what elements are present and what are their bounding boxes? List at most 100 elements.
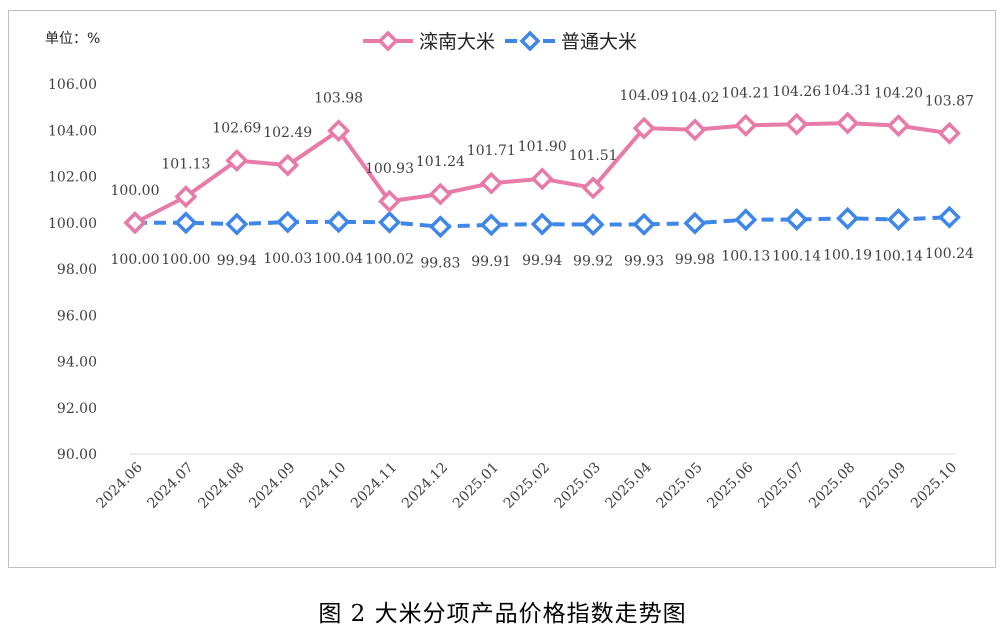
data-point-marker [887,114,910,138]
data-label: 99.83 [420,256,460,272]
y-tick-label: 100.00 [48,216,97,232]
data-label: 101.24 [416,154,465,170]
y-tick-label: 106.00 [48,77,97,93]
data-point-marker [123,211,147,235]
data-label: 101.71 [467,143,516,159]
data-label: 99.91 [471,254,511,270]
x-tick-label: 2025.07 [755,460,807,512]
data-label: 99.93 [624,253,664,269]
legend-label: 普通大米 [561,31,637,53]
data-point-marker [937,121,961,145]
x-tick-label: 2024.07 [144,460,196,512]
data-label: 100.93 [365,161,414,177]
data-point-marker [479,213,503,237]
data-label: 100.14 [772,249,821,265]
data-point-marker [836,206,860,230]
data-label: 102.49 [263,125,312,141]
data-point-marker [378,189,401,213]
x-tick-label: 2025.10 [908,460,960,512]
data-point-marker [479,171,503,195]
data-point-marker [581,213,605,237]
x-tick-label: 2024.08 [195,460,247,512]
data-point-marker [276,153,300,177]
data-point-marker [581,176,605,200]
data-point-marker [785,112,809,136]
data-label: 100.13 [721,249,770,265]
data-point-marker [836,111,860,135]
legend-item: 普通大米 [505,30,637,53]
y-tick-label: 102.00 [48,170,97,186]
data-point-marker [530,212,554,236]
data-label: 99.98 [675,252,715,268]
figure-caption: 图 2 大米分项产品价格指数走势图 [318,601,687,627]
data-point-marker [734,113,758,137]
x-tick-label: 2024.11 [348,460,400,512]
data-label: 104.02 [670,90,719,106]
data-point-marker [632,212,656,236]
x-tick-label: 2024.06 [94,459,146,511]
data-label: 100.00 [161,252,210,268]
y-tick-label: 92.00 [57,401,97,417]
legend-marker [377,30,399,52]
data-label: 101.13 [161,157,210,173]
x-tick-label: 2024.10 [297,460,349,512]
x-tick-label: 2025.06 [704,459,756,511]
x-tick-label: 2024.12 [399,460,451,512]
x-tick-label: 2025.04 [603,459,655,511]
x-tick-label: 2024.09 [246,460,298,512]
data-point-marker [428,182,452,206]
y-tick-label: 90.00 [57,447,97,463]
data-point-marker [683,118,707,142]
legend: 滦南大米 普通大米 [363,30,637,53]
data-label: 103.98 [314,91,363,107]
series-layer: 100.00 100.00 99.94 100.03 100.04 100.02 99.83… [111,83,974,272]
data-label: 99.94 [217,253,257,269]
data-point-marker [734,208,758,232]
data-label: 100.19 [823,247,872,263]
data-point-marker [632,116,656,140]
x-tick-label: 2025.08 [806,460,858,512]
series-ordinary-rice: 100.00 100.00 99.94 100.03 100.04 100.02 99.83… [111,205,974,272]
data-label: 100.24 [925,246,974,262]
data-label: 104.09 [620,88,669,104]
data-point-marker [174,185,198,209]
chart-canvas: 单位：% 滦南大米 普通大米 90.00 92.00 94.00 96.00 98.00 1… [45,30,974,512]
chart-frame: 单位：% 滦南大米 普通大米 90.00 92.00 94.00 96.00 98.00 1… [8,10,996,568]
data-point-marker [428,215,452,239]
data-label: 100.14 [874,249,923,265]
x-tick-label: 2025.09 [857,460,909,512]
data-point-marker [530,167,554,191]
data-point-marker [225,149,249,173]
data-point-marker [276,210,300,234]
x-axis: 2024.062024.072024.082024.092024.102024.… [94,453,960,512]
x-tick-label: 2025.05 [653,460,705,512]
data-label: 103.87 [925,93,974,109]
data-label: 100.00 [111,183,160,199]
data-label: 101.51 [569,148,618,164]
data-label: 99.92 [573,254,613,270]
y-tick-label: 98.00 [57,262,97,278]
data-point-marker [785,208,809,231]
y-axis: 90.00 92.00 94.00 96.00 98.00 100.00 102.00 104… [48,77,97,463]
unit-label: 单位：% [45,31,100,47]
x-tick-label: 2025.03 [552,460,604,512]
legend-label: 滦南大米 [419,31,495,53]
data-label: 104.31 [823,83,872,99]
data-point-marker [937,205,961,229]
data-point-marker [683,211,707,235]
data-point-marker [225,212,249,236]
data-point-marker [327,119,351,143]
data-label: 100.04 [314,251,363,267]
legend-item: 滦南大米 [363,30,495,53]
x-tick-label: 2025.02 [501,460,553,512]
data-label: 101.90 [518,139,567,155]
x-tick-label: 2025.01 [450,460,502,512]
data-label: 102.69 [212,121,261,137]
y-tick-label: 94.00 [57,355,97,371]
data-point-marker [327,210,351,234]
data-label: 100.00 [111,252,160,268]
data-point-marker [174,211,198,235]
data-label: 104.20 [874,86,923,102]
data-point-marker [887,208,910,231]
